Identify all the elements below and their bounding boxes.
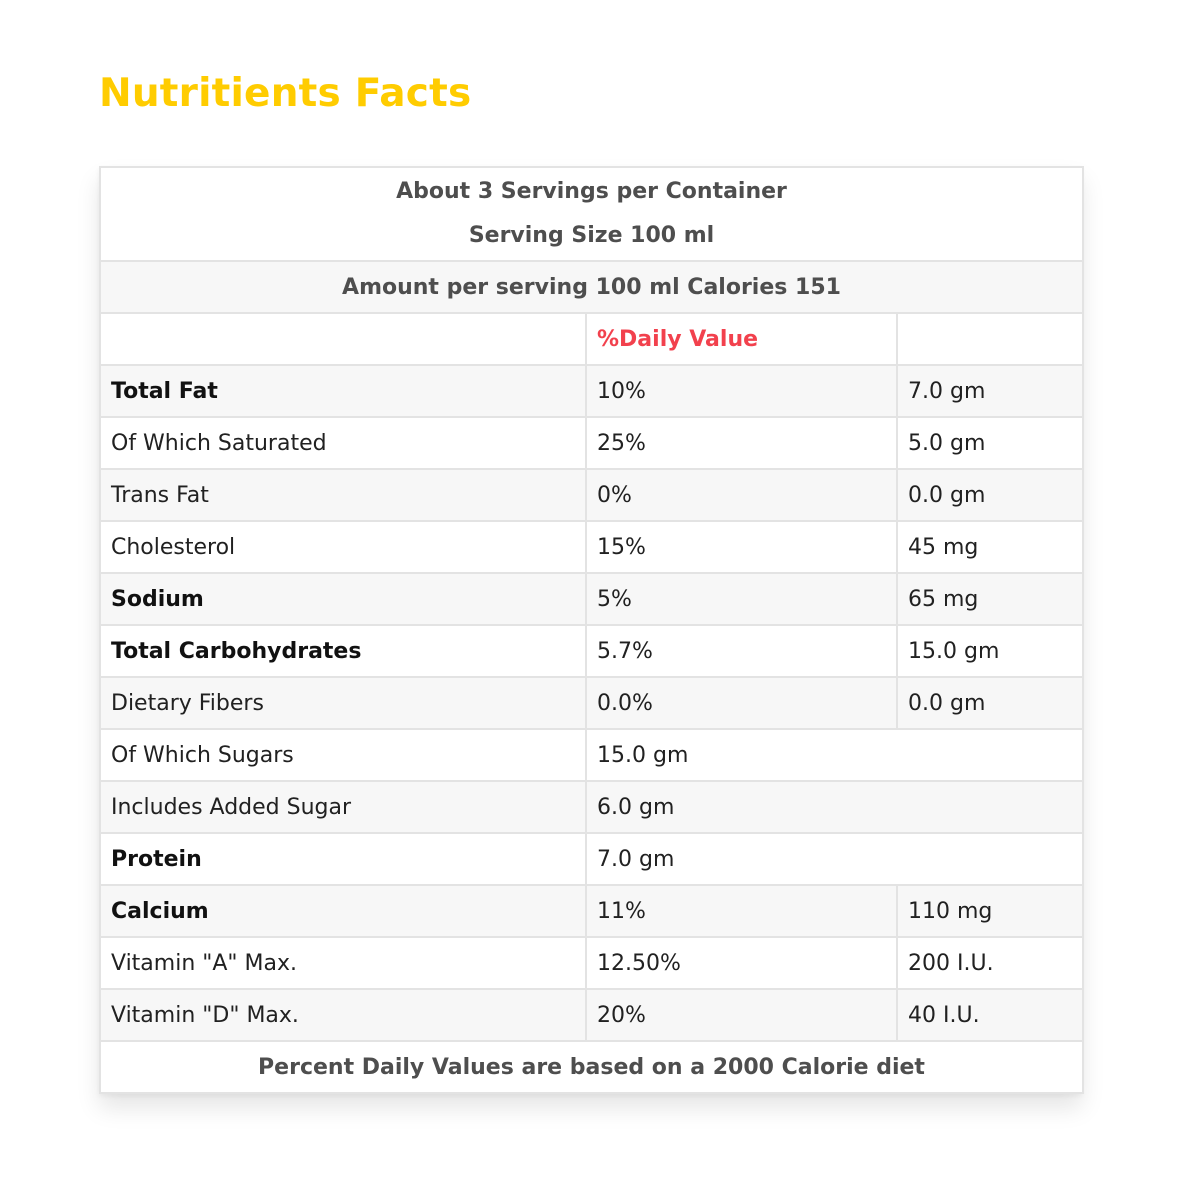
- nutrient-name: Vitamin "D" Max.: [99, 988, 587, 1042]
- daily-values-footnote: Percent Daily Values are based on a 2000…: [98, 1040, 1085, 1094]
- nutrient-amount: 0.0 gm: [895, 468, 1085, 522]
- footer-row: Percent Daily Values are based on a 2000…: [98, 1040, 1085, 1094]
- nutrient-row: Of Which Sugars 15.0 gm: [99, 728, 1085, 782]
- nutrient-row: Calcium 11% 110 mg: [99, 884, 1085, 938]
- nutrient-name: Sodium: [99, 572, 587, 626]
- nutrient-daily-value: 25%: [585, 416, 898, 470]
- nutrient-daily-value: 15%: [585, 520, 898, 574]
- nutrient-daily-value: 11%: [585, 884, 898, 938]
- daily-value-header-row: %Daily Value: [99, 312, 1085, 366]
- servings-per-container: About 3 Servings per Container: [396, 179, 787, 204]
- nutrient-name: Cholesterol: [99, 520, 587, 574]
- nutrient-row: Total Carbohydrates 5.7% 15.0 gm: [99, 624, 1085, 678]
- servings-header-cell: About 3 Servings per Container Serving S…: [98, 166, 1085, 262]
- nutrient-amount: 200 I.U.: [895, 936, 1085, 990]
- nutrition-facts-table: About 3 Servings per Container Serving S…: [98, 166, 1085, 1094]
- amount-per-serving: Amount per serving 100 ml Calories 151: [98, 260, 1085, 314]
- nutrient-daily-value: 12.50%: [585, 936, 898, 990]
- nutrient-amount: 65 mg: [895, 572, 1085, 626]
- nutrient-name: Of Which Sugars: [99, 728, 587, 782]
- nutrient-daily-value: 20%: [585, 988, 898, 1042]
- servings-header-row: About 3 Servings per Container Serving S…: [98, 166, 1085, 262]
- nutrient-name: Of Which Saturated: [99, 416, 587, 470]
- nutrient-amount: 7.0 gm: [895, 364, 1085, 418]
- nutrient-name: Vitamin "A" Max.: [99, 936, 587, 990]
- nutrient-amount: 5.0 gm: [895, 416, 1085, 470]
- nutrient-row: Trans Fat 0% 0.0 gm: [99, 468, 1085, 522]
- nutrient-daily-value: 6.0 gm: [584, 780, 1085, 834]
- nutrient-daily-value: 7.0 gm: [584, 832, 1085, 886]
- nutrient-row: Of Which Saturated 25% 5.0 gm: [99, 416, 1085, 470]
- nutrient-daily-value: 10%: [585, 364, 898, 418]
- nutrient-amount: 0.0 gm: [895, 676, 1085, 730]
- amount-column-header: [895, 312, 1085, 366]
- nutrient-daily-value: 15.0 gm: [584, 728, 1085, 782]
- nutrient-name: Trans Fat: [99, 468, 587, 522]
- nutrient-daily-value: 5%: [585, 572, 898, 626]
- nutrient-name: Includes Added Sugar: [99, 780, 587, 834]
- nutrient-name: Dietary Fibers: [99, 676, 587, 730]
- nutrient-amount: 15.0 gm: [895, 624, 1085, 678]
- nutrient-row: Vitamin "D" Max. 20% 40 I.U.: [99, 988, 1085, 1042]
- nutrition-facts-panel: About 3 Servings per Container Serving S…: [98, 166, 1085, 1094]
- nutrient-amount: 110 mg: [895, 884, 1085, 938]
- nutrient-row: Vitamin "A" Max. 12.50% 200 I.U.: [99, 936, 1085, 990]
- nutrient-row: Includes Added Sugar 6.0 gm: [99, 780, 1085, 834]
- nutrient-daily-value: 0.0%: [585, 676, 898, 730]
- nutrient-amount: 45 mg: [895, 520, 1085, 574]
- page-title: Nutritients Facts: [99, 71, 472, 116]
- nutrient-row: Protein 7.0 gm: [99, 832, 1085, 886]
- nutrient-name: Calcium: [99, 884, 587, 938]
- nutrient-amount: 40 I.U.: [895, 988, 1085, 1042]
- nutrient-column-header: [99, 312, 587, 366]
- serving-size: Serving Size 100 ml: [468, 223, 715, 248]
- nutrient-name: Total Fat: [99, 364, 587, 418]
- daily-value-header: %Daily Value: [585, 312, 898, 366]
- nutrient-row: Dietary Fibers 0.0% 0.0 gm: [99, 676, 1085, 730]
- nutrient-name: Total Carbohydrates: [99, 624, 587, 678]
- nutrient-row: Total Fat 10% 7.0 gm: [99, 364, 1085, 418]
- daily-value-label: %Daily Value: [597, 326, 759, 352]
- nutrient-daily-value: 0%: [585, 468, 898, 522]
- nutrient-row: Sodium 5% 65 mg: [99, 572, 1085, 626]
- amount-per-serving-row: Amount per serving 100 ml Calories 151: [98, 260, 1085, 314]
- nutrient-name: Protein: [99, 832, 587, 886]
- nutrient-daily-value: 5.7%: [585, 624, 898, 678]
- nutrient-row: Cholesterol 15% 45 mg: [99, 520, 1085, 574]
